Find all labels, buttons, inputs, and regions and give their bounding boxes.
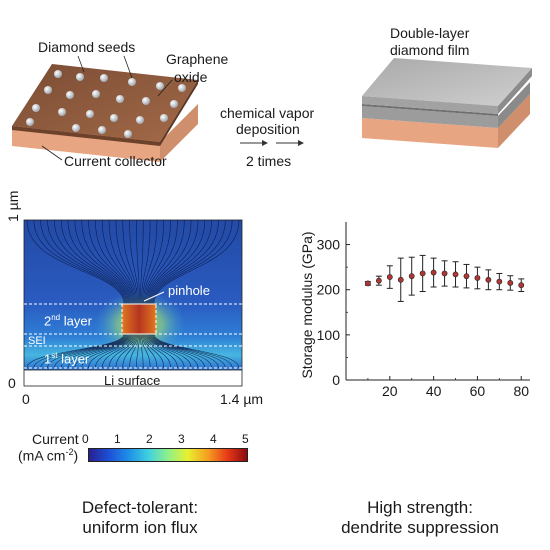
layer1-label: 1st layer (44, 351, 90, 367)
graphene-oxide-label-2: oxide (174, 69, 208, 85)
pinhole-core (122, 304, 156, 334)
colorbar-unit: (mA cm-2) (18, 447, 79, 464)
right-caption: High strength: dendrite suppression (300, 498, 540, 538)
colorbar-tick-label: 3 (178, 432, 185, 446)
data-point (408, 273, 415, 280)
x-tick-label: 40 (426, 383, 442, 399)
data-point (430, 269, 437, 276)
left-caption: Defect-tolerant: uniform ion flux (20, 498, 260, 538)
diamond-seeds-label: Diamond seeds (38, 39, 136, 55)
data-point (463, 273, 470, 280)
colorbar-tick-label: 4 (210, 432, 217, 446)
current-density-simulation (23, 219, 243, 387)
current-collector-label: Current collector (64, 153, 167, 169)
data-point (386, 274, 393, 280)
data-point (452, 271, 459, 278)
graphene-oxide-label-1: Graphene (166, 51, 229, 67)
right-caption-line1: High strength: (367, 498, 473, 517)
layer2-label: 2nd layer (44, 313, 92, 329)
data-point (485, 276, 492, 283)
colorbar-tick-label: 2 (146, 432, 153, 446)
left-caption-line1: Defect-tolerant: (81, 498, 199, 517)
diamond-seeds (26, 70, 186, 138)
times-label: 2 times (246, 153, 292, 169)
data-point (397, 276, 404, 283)
sim-x-left-label: 0 (22, 391, 30, 407)
storage-modulus-chart: 204060800100200300Contact depth (nm)Stor… (299, 222, 530, 399)
sei-label: SEI (28, 335, 46, 347)
colorbar-tick-label: 1 (114, 432, 121, 446)
graphene-oxide-layer (12, 64, 198, 142)
cvd-label-2: deposition (236, 121, 300, 137)
data-point (518, 282, 525, 289)
process-arrows (240, 140, 304, 146)
film-label-1: Double-layer (390, 25, 470, 41)
li-surface-bar (23, 369, 243, 387)
x-tick-label: 60 (470, 383, 486, 399)
data-point (496, 278, 503, 285)
data-point (507, 280, 514, 286)
diamond-film-bottom-layer (362, 106, 498, 128)
data-point (441, 270, 448, 277)
colorbar-tick-label: 5 (242, 432, 249, 446)
data-point (474, 275, 481, 281)
sim-x-right-label: 1.4 µm (220, 391, 264, 407)
sim-y-bottom-label: 0 (8, 375, 16, 391)
right-caption-line2: dendrite suppression (341, 518, 499, 537)
cvd-label-1: chemical vapor (220, 105, 315, 121)
data-point (365, 280, 371, 287)
x-tick-label: 20 (382, 383, 398, 399)
y-tick-label: 300 (317, 237, 341, 253)
current-collector-slab (12, 126, 160, 162)
y-tick-label: 0 (332, 372, 340, 388)
pinhole-label: pinhole (168, 283, 210, 298)
colorbar-tick-label: 0 (82, 432, 89, 446)
y-tick-label: 100 (317, 327, 341, 343)
colorbar-gradient (88, 448, 248, 462)
left-caption-line2: uniform ion flux (82, 518, 198, 537)
y-axis-label: Storage modulus (GPa) (299, 231, 315, 378)
substrate-illustration (12, 55, 532, 162)
y-tick-label: 200 (317, 282, 341, 298)
film-label-2: diamond film (390, 42, 470, 58)
data-point (419, 270, 426, 277)
colorbar-title: Current (32, 431, 79, 447)
diamond-film-top-layer (362, 58, 532, 106)
x-tick-label: 80 (513, 383, 529, 399)
li-surface-label: Li surface (104, 373, 161, 388)
data-point (375, 277, 382, 284)
